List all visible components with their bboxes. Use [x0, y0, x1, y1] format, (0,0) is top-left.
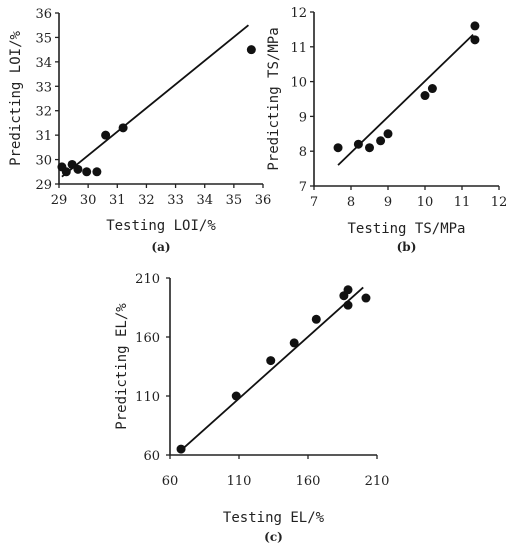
chart0-point	[73, 164, 83, 174]
chart1-xtick-label: 8	[347, 195, 355, 210]
chart1-ytick-label: 7	[299, 180, 307, 195]
chart1-ytick-label: 10	[290, 76, 307, 91]
chart1-xtick-label: 11	[454, 195, 471, 210]
chart0-ytick-label: 32	[35, 105, 52, 120]
chart0-ytick-label: 33	[35, 80, 52, 95]
chart1-ytick-label: 8	[299, 145, 307, 160]
chart1-xtick-label: 9	[384, 195, 392, 210]
chart2-point	[231, 391, 241, 401]
chart0-ytick-label: 35	[35, 31, 52, 46]
chart1-point	[376, 136, 386, 146]
chart2-ytick-label: 110	[135, 390, 160, 405]
chart2-point	[343, 285, 353, 295]
chart1-ytick-label: 11	[290, 41, 307, 56]
chart0-xtick-label: 29	[51, 193, 68, 208]
chart2-ylabel: Predicting EL/%	[114, 303, 130, 430]
chart0-xtick-label: 31	[109, 193, 126, 208]
chart1-ylabel: Predicting TS/MPa	[266, 27, 282, 170]
chart0-point	[101, 130, 111, 140]
chart0-xtick-label: 34	[196, 193, 213, 208]
chart2-xtick-label: 60	[162, 474, 179, 489]
chart0-ytick-label: 29	[35, 178, 52, 193]
chart0-fit-line	[61, 24, 249, 178]
chart2-point	[361, 293, 371, 303]
chart1-point	[383, 129, 393, 139]
chart0-ytick-label: 34	[35, 56, 52, 71]
chart1-ytick-label: 12	[290, 6, 307, 21]
chart1-point	[353, 139, 363, 149]
chart1-point	[470, 21, 480, 31]
chart0-point	[82, 167, 92, 177]
chart1-xtick-label: 10	[417, 195, 434, 210]
chart0-ytick-label: 30	[35, 154, 52, 169]
chart2-xtick-label: 210	[365, 474, 390, 489]
chart2-point	[289, 338, 299, 348]
chart0-xtick-label: 33	[167, 193, 184, 208]
chart1-point	[333, 143, 343, 153]
chart2-xtick-label: 160	[296, 474, 321, 489]
chart0-xtick-label: 30	[80, 193, 97, 208]
chart1-point	[365, 143, 374, 153]
chart0-point	[246, 45, 256, 55]
chart1-xlabel: Testing TS/MPa	[347, 221, 465, 237]
chart0-xtick-label: 35	[226, 193, 243, 208]
chart0-xtick-label: 36	[255, 193, 272, 208]
chart1-point	[427, 84, 437, 94]
chart2-ytick-label: 210	[135, 272, 160, 287]
chart0-point	[92, 167, 102, 177]
chart0-xlabel: Testing LOI/%	[106, 218, 216, 234]
chart0-ytick-label: 31	[35, 129, 52, 144]
chart2-ytick-label: 160	[135, 331, 160, 346]
chart2-point	[311, 314, 321, 324]
chart1-point	[420, 91, 430, 101]
chart1-panel-label: (b)	[397, 240, 417, 254]
chart1-xtick-label: 7	[310, 195, 318, 210]
chart1-ytick-label: 9	[299, 110, 307, 125]
chart0-point	[61, 167, 71, 177]
chart2-xtick-label: 110	[227, 474, 252, 489]
chart0-ytick-label: 36	[35, 7, 52, 22]
chart0-panel-label: (a)	[151, 240, 170, 254]
chart1-xtick-label: 12	[491, 195, 508, 210]
chart2-point	[176, 444, 186, 454]
chart2-point	[343, 300, 353, 310]
chart2-xlabel: Testing EL/%	[223, 510, 325, 526]
chart0-point	[118, 123, 128, 133]
chart2-ytick-label: 60	[143, 449, 160, 464]
chart0-ylabel: Predicting LOI/%	[8, 30, 24, 165]
chart1-point	[470, 35, 480, 45]
chart2-point	[266, 356, 276, 366]
chart2-panel-label: (c)	[264, 530, 283, 544]
chart0-xtick-label: 32	[138, 193, 155, 208]
chart2-fit-line	[180, 286, 364, 451]
